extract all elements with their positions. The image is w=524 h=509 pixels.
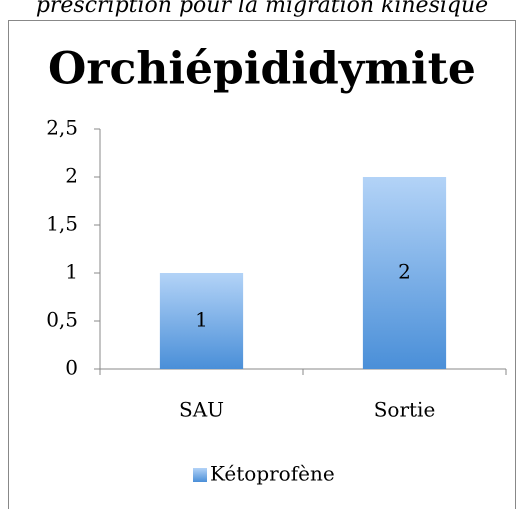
x-tick-label: SAU <box>179 398 224 422</box>
data-label: 2 <box>398 260 411 284</box>
x-tick-label: Sortie <box>374 398 436 422</box>
y-tick-label: 2 <box>65 164 78 188</box>
y-tick-label: 0,5 <box>46 308 78 332</box>
y-tick-label: 2,5 <box>46 116 78 140</box>
chart-title: Orchiépididymite <box>48 44 476 95</box>
y-tick-label: 0 <box>65 356 78 380</box>
caption: prescription pour la migration kinésique <box>36 0 488 18</box>
legend-label: Kétoprofène <box>210 462 335 486</box>
bar <box>362 177 447 369</box>
y-tick-label: 1,5 <box>46 212 78 236</box>
chart-frame <box>8 20 516 509</box>
bar <box>159 273 244 369</box>
data-label: 1 <box>195 308 208 332</box>
y-tick-label: 1 <box>65 260 78 284</box>
legend-swatch <box>193 468 207 482</box>
